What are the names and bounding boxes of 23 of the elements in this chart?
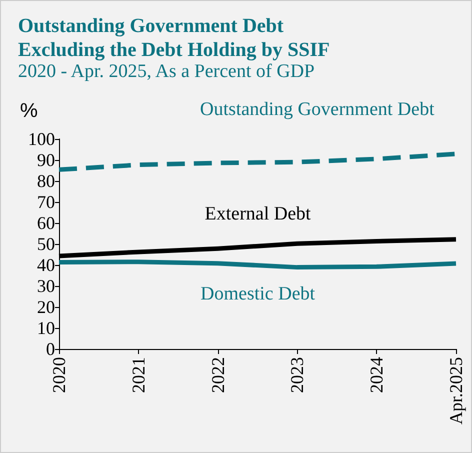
chart-subtitle: 2020 - Apr. 2025, As a Percent of GDP <box>18 61 315 82</box>
y-tick-label: 90 <box>37 150 55 170</box>
x-tick-label: 2022 <box>208 357 228 393</box>
y-tick-label: 50 <box>37 234 55 254</box>
y-tick-label: 20 <box>37 297 55 317</box>
y-tick-label: 100 <box>28 129 55 149</box>
y-tick-label: 70 <box>37 192 55 212</box>
x-tick-label: 2023 <box>287 357 308 393</box>
series-label: External Debt <box>204 204 312 225</box>
x-tick-label: 2021 <box>128 357 148 393</box>
series-label: Domestic Debt <box>200 283 316 304</box>
series-label: Outstanding Government Debt <box>200 99 436 120</box>
y-tick-label: 10 <box>37 318 55 338</box>
x-tick-label: 2024 <box>366 357 387 393</box>
y-tick-label: 60 <box>37 213 55 233</box>
y-tick-label: 0 <box>46 339 55 359</box>
y-tick-label: 80 <box>37 171 55 191</box>
y-axis-title: % <box>20 100 38 122</box>
x-tick-label: Apr.2025 <box>446 357 466 424</box>
y-tick-label: 40 <box>37 255 55 275</box>
y-tick-label: 30 <box>37 276 55 296</box>
x-tick-label: 2020 <box>49 357 69 393</box>
chart-title: Outstanding Government Debt Excluding the Debt Holding by SSIF <box>18 15 330 61</box>
